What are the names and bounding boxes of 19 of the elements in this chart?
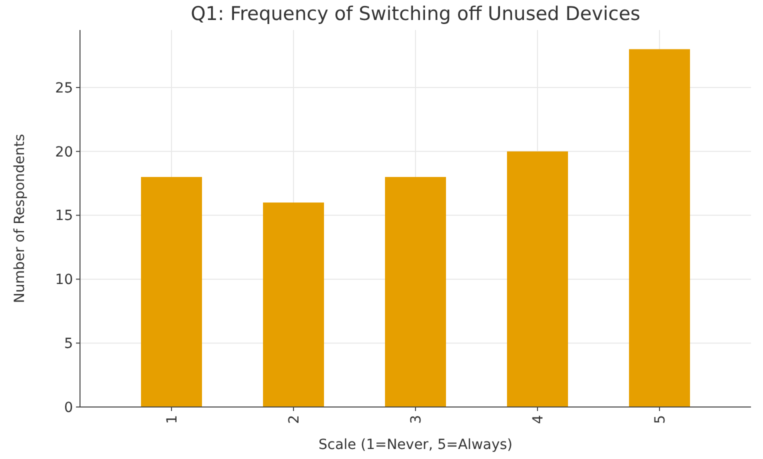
chart-title: Q1: Frequency of Switching off Unused Devices (190, 3, 640, 25)
x-tick-label: 2 (286, 415, 302, 424)
x-axis-title: Scale (1=Never, 5=Always) (318, 437, 513, 453)
y-tick-label: 25 (55, 80, 73, 96)
y-tick-label: 5 (64, 336, 73, 352)
y-axis-title: Number of Respondents (12, 134, 28, 304)
y-tick-label: 0 (64, 400, 73, 416)
bar (141, 176, 202, 407)
x-tick-label: 4 (530, 414, 546, 424)
bar (263, 202, 324, 407)
x-tick-label: 5 (652, 415, 668, 424)
x-tick-label: 3 (408, 415, 424, 424)
y-tick-label: 10 (55, 272, 73, 288)
bar (629, 49, 690, 407)
y-tick-label: 20 (55, 144, 73, 160)
bar (385, 176, 446, 407)
bar (507, 151, 568, 407)
x-tick-label: 1 (164, 415, 180, 424)
y-tick-label: 15 (55, 208, 73, 224)
